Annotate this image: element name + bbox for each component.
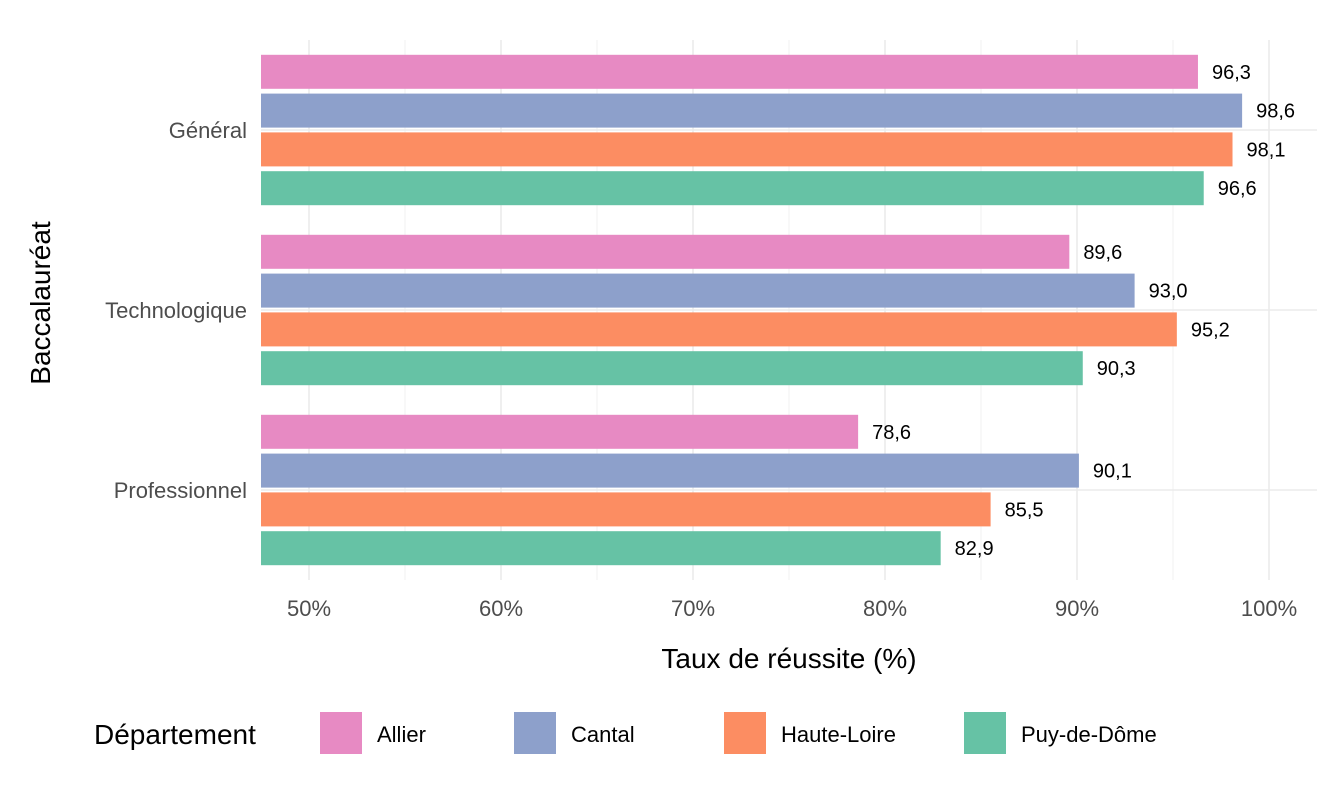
data-label-professionnel-haute-loire: 85,5 <box>1005 499 1044 521</box>
data-label-general-cantal: 98,6 <box>1256 101 1295 123</box>
legend-label-allier: Allier <box>377 722 426 747</box>
bar-general-haute-loire <box>261 132 1233 167</box>
bar-technologique-cantal <box>261 273 1135 308</box>
legend-key-allier <box>320 712 362 754</box>
data-label-general-haute-loire: 98,1 <box>1247 139 1286 161</box>
legend-key-puy-de-dome <box>964 712 1006 754</box>
bar-general-puy-de-dome <box>261 171 1204 206</box>
x-tick-label: 80% <box>863 596 907 621</box>
data-label-technologique-allier: 89,6 <box>1083 242 1122 264</box>
legend-key-haute-loire <box>724 712 766 754</box>
y-axis-ticks: Général Technologique Professionnel <box>105 118 247 503</box>
data-label-professionnel-allier: 78,6 <box>872 422 911 444</box>
bar-professionnel-cantal <box>261 453 1079 488</box>
legend-label-cantal: Cantal <box>571 722 635 747</box>
data-labels: 96,398,6 98,1 96,6 89,6 93,095,2 90,3 78,6 90,1… <box>872 62 1295 560</box>
legend-label-haute-loire: Haute-Loire <box>781 722 896 747</box>
gridlines <box>261 40 1317 580</box>
y-tick-label-general: Général <box>169 118 247 143</box>
y-tick-label-technologique: Technologique <box>105 298 247 323</box>
x-tick-label: 70% <box>671 596 715 621</box>
x-tick-label: 60% <box>479 596 523 621</box>
x-tick-label: 50% <box>287 596 331 621</box>
y-axis-title: Baccalauréat <box>25 221 56 385</box>
legend-key-cantal <box>514 712 556 754</box>
data-label-general-puy-de-dome: 96,6 <box>1218 178 1257 200</box>
data-label-technologique-haute-loire: 95,2 <box>1191 319 1230 341</box>
bar-professionnel-allier <box>261 414 859 449</box>
legend-label-puy-de-dome: Puy-de-Dôme <box>1021 722 1157 747</box>
legend: Département Allier Cantal Haute-Loire Puy-d… <box>94 712 1157 754</box>
bar-technologique-puy-de-dome <box>261 351 1083 386</box>
x-axis-ticks: 50% 60% 70% 80% 90% 100% <box>287 596 1297 621</box>
bars <box>261 54 1243 566</box>
bar-professionnel-puy-de-dome <box>261 531 941 566</box>
y-tick-label-professionnel: Professionnel <box>114 478 247 503</box>
legend-title: Département <box>94 719 256 750</box>
data-label-professionnel-cantal: 90,1 <box>1093 461 1132 483</box>
x-tick-label: 100% <box>1241 596 1297 621</box>
x-tick-label: 90% <box>1055 596 1099 621</box>
x-axis-title: Taux de réussite (%) <box>661 643 916 674</box>
bar-technologique-allier <box>261 234 1070 269</box>
bar-technologique-haute-loire <box>261 312 1177 347</box>
bar-professionnel-haute-loire <box>261 492 991 527</box>
data-label-professionnel-puy-de-dome: 82,9 <box>955 538 994 560</box>
data-label-general-allier: 96,3 <box>1212 62 1251 84</box>
data-label-technologique-cantal: 93,0 <box>1149 281 1188 303</box>
data-label-technologique-puy-de-dome: 90,3 <box>1097 358 1136 380</box>
bar-general-cantal <box>261 93 1243 128</box>
bar-general-allier <box>261 54 1198 89</box>
